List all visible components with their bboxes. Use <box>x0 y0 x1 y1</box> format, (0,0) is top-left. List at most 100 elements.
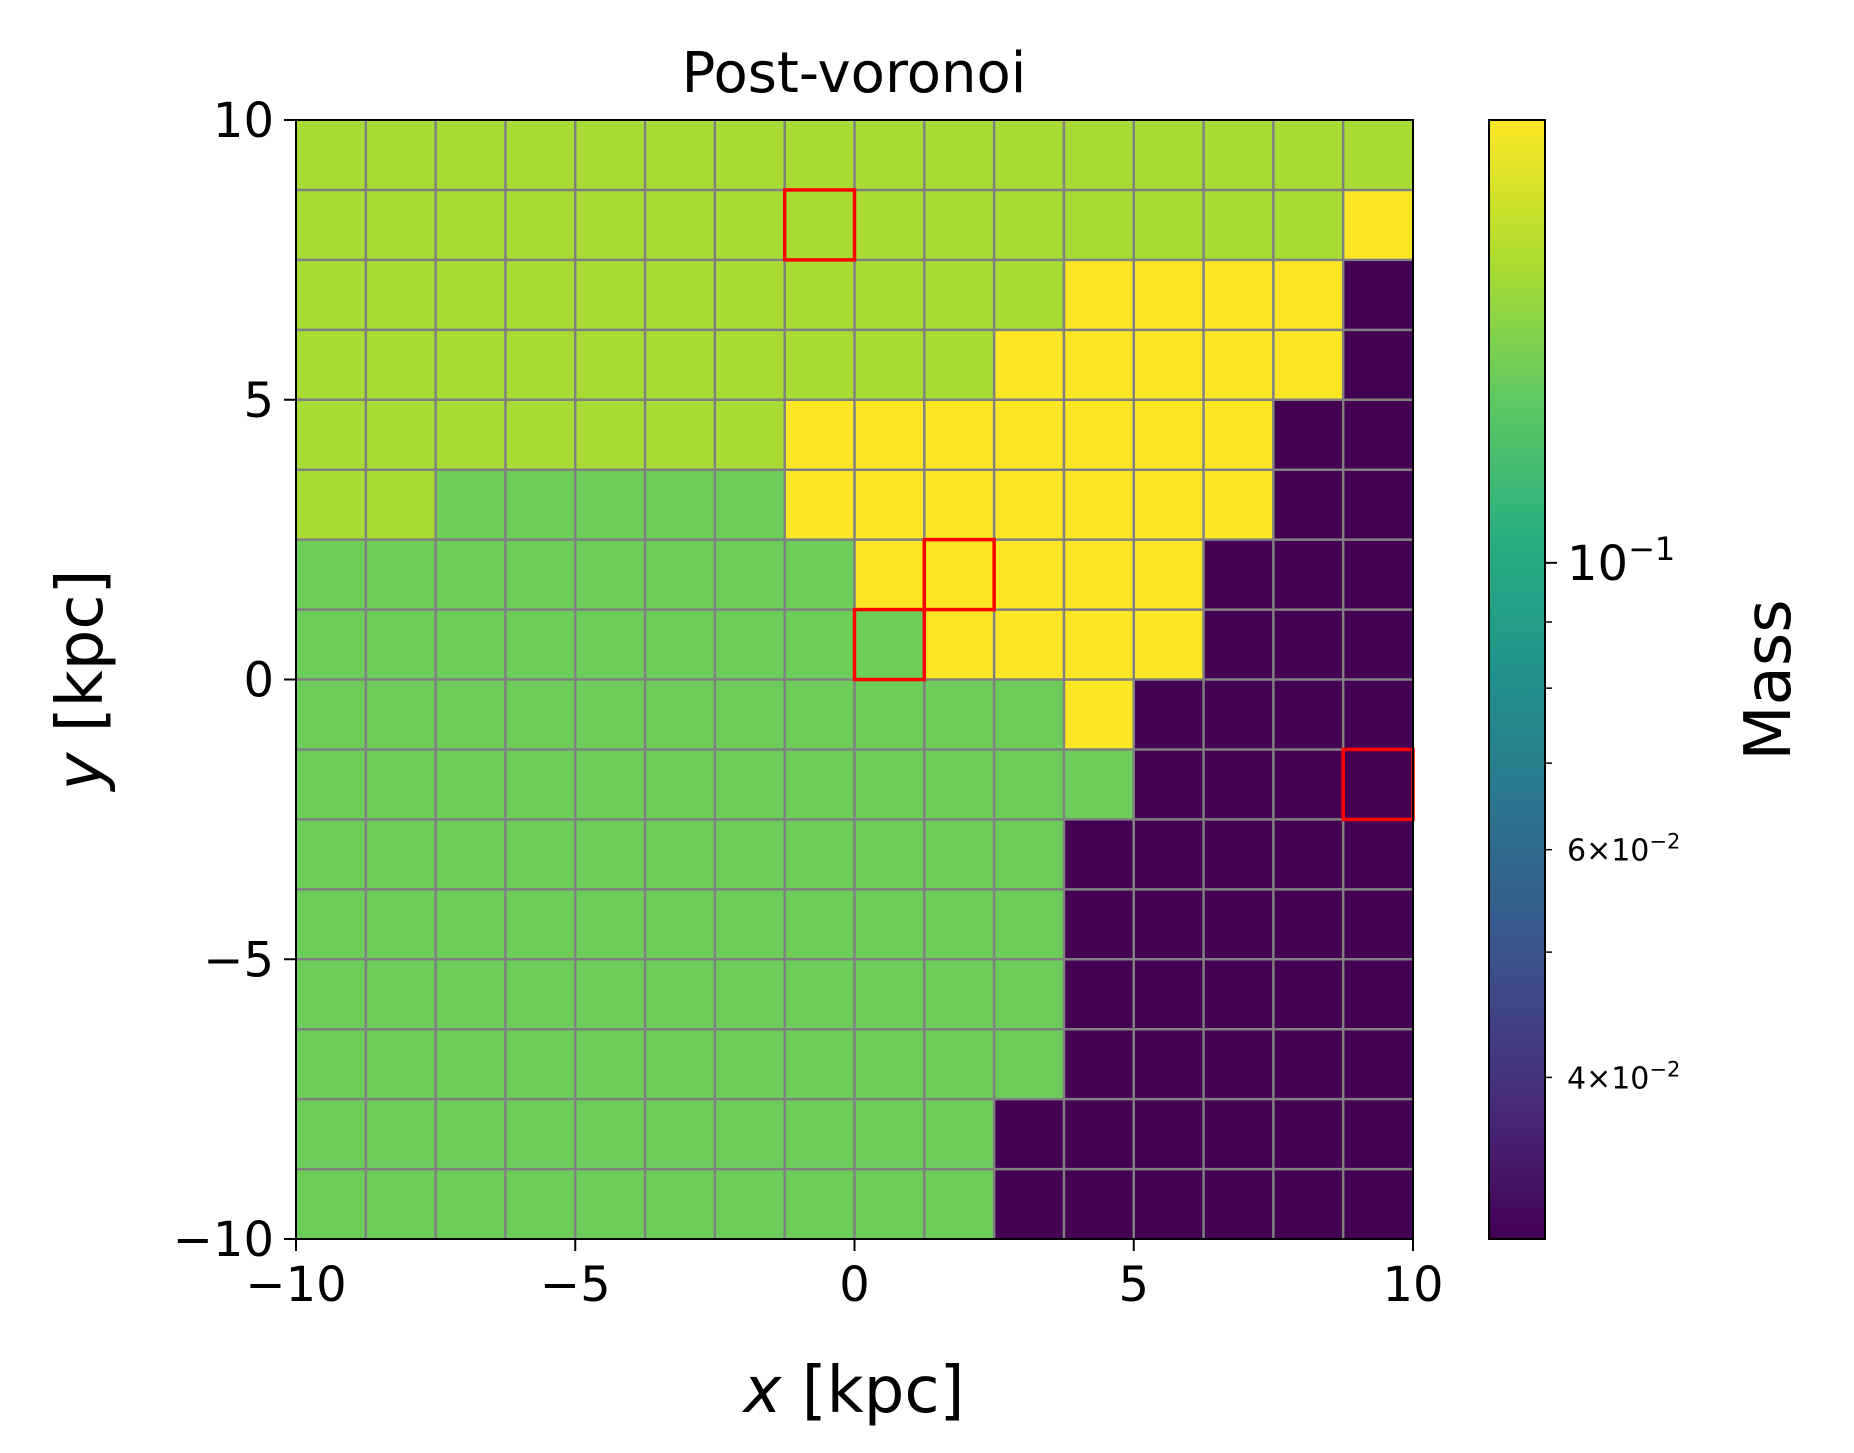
colorbar-ticks: 10−1 4×10−2 6×10−2 <box>1545 530 1680 1096</box>
heatmap-cell <box>924 189 995 261</box>
heatmap-cell <box>296 120 367 191</box>
heatmap-cell <box>1133 609 1205 680</box>
heatmap-cell <box>365 819 437 890</box>
heatmap-cell <box>994 889 1065 960</box>
heatmap-cell <box>854 1029 925 1100</box>
heatmap-cell <box>365 539 437 611</box>
heatmap-cell <box>1203 399 1274 471</box>
heatmap-cell <box>1343 609 1414 680</box>
heatmap-cell <box>296 399 367 471</box>
heatmap-cell <box>854 609 925 680</box>
heatmap-cell <box>924 749 995 820</box>
heatmap-cell <box>1273 539 1344 611</box>
heatmap-cell <box>505 189 576 261</box>
heatmap-cell <box>1203 1029 1274 1100</box>
heatmap-cell <box>1273 959 1344 1030</box>
heatmap-cell <box>994 259 1065 331</box>
y-tick-label: 5 <box>243 373 274 429</box>
heatmap-cell <box>784 679 855 750</box>
highlighted-cells <box>782 188 1415 822</box>
heatmap-cell <box>784 259 855 331</box>
heatmap-cell <box>1273 679 1344 750</box>
heatmap-cell <box>645 329 716 401</box>
heatmap-cell <box>645 1099 716 1170</box>
heatmap-cell <box>365 749 437 820</box>
heatmap-cell <box>994 329 1065 401</box>
heatmap-cell <box>1203 959 1274 1030</box>
heatmap-cell <box>296 189 367 261</box>
heatmap-cell <box>714 679 786 750</box>
heatmap-cell <box>435 609 506 680</box>
heatmap-cell <box>1343 329 1414 401</box>
heatmap-cell <box>1133 329 1205 401</box>
heatmap-cell <box>714 329 786 401</box>
heatmap-cell <box>1063 259 1135 331</box>
heatmap-cell <box>854 399 925 471</box>
heatmap-cell <box>1203 679 1274 750</box>
heatmap-cell <box>365 679 437 750</box>
heatmap-cell <box>1063 679 1135 750</box>
heatmap-cell <box>854 259 925 331</box>
heatmap-cell <box>296 1169 367 1240</box>
heatmap-cell <box>854 329 925 401</box>
y-tick-label: 10 <box>213 93 274 149</box>
heatmap-cell <box>784 1099 855 1170</box>
heatmap-cell <box>435 889 506 960</box>
heatmap-cell <box>575 259 646 331</box>
heatmap-cell <box>784 889 855 960</box>
heatmap-cell <box>784 469 855 541</box>
heatmap-cell <box>994 120 1065 191</box>
heatmap-cell <box>1203 120 1274 191</box>
heatmap-cell <box>1133 259 1205 331</box>
heatmap-cell <box>1063 889 1135 960</box>
heatmap-cell <box>505 889 576 960</box>
heatmap-cell <box>924 889 995 960</box>
heatmap-cell <box>365 120 437 191</box>
heatmap-cell <box>1063 1029 1135 1100</box>
heatmap-cell <box>296 959 367 1030</box>
heatmap-cell <box>1343 469 1414 541</box>
heatmap-cell <box>1343 1029 1414 1100</box>
heatmap-cell <box>1343 889 1414 960</box>
heatmap-cell <box>365 959 437 1030</box>
heatmap-cell <box>645 889 716 960</box>
heatmap-cell <box>505 959 576 1030</box>
heatmap-cell <box>1203 889 1274 960</box>
heatmap-cell <box>854 120 925 191</box>
x-tick-label: 0 <box>839 1257 870 1313</box>
heatmap-cell <box>714 889 786 960</box>
heatmap-cell <box>714 1099 786 1170</box>
heatmap-cell <box>714 1169 786 1240</box>
x-tick-label: −10 <box>245 1257 346 1313</box>
heatmap-cell <box>994 749 1065 820</box>
y-tick-label: −10 <box>173 1212 274 1268</box>
heatmap-cell <box>1343 1099 1414 1170</box>
heatmap-cell <box>1343 120 1414 191</box>
heatmap-cell <box>714 539 786 611</box>
heatmap-cell <box>296 329 367 401</box>
heatmap-cell <box>505 1169 576 1240</box>
heatmap-cell <box>994 609 1065 680</box>
heatmap-cell <box>784 959 855 1030</box>
heatmap-cell <box>1273 1029 1344 1100</box>
heatmap-cell <box>714 609 786 680</box>
heatmap-cell <box>854 1099 925 1170</box>
heatmap-cell <box>296 679 367 750</box>
colorbar-minor-tick-label: 6×10−2 <box>1567 830 1680 869</box>
heatmap-cell <box>1133 189 1205 261</box>
heatmap-cell <box>854 1169 925 1240</box>
heatmap-cell <box>645 1029 716 1100</box>
heatmap-cell <box>505 679 576 750</box>
heatmap-cell <box>645 1169 716 1240</box>
heatmap-cell <box>365 1029 437 1100</box>
heatmap-cell <box>924 819 995 890</box>
heatmap-cell <box>296 609 367 680</box>
heatmap-cell <box>1063 609 1135 680</box>
heatmap-cell <box>505 399 576 471</box>
heatmap-cell <box>784 189 855 261</box>
chart-title: Post-voronoi <box>682 41 1027 106</box>
heatmap-cell <box>1343 259 1414 331</box>
heatmap-cell <box>1273 469 1344 541</box>
heatmap-cell <box>1063 399 1135 471</box>
heatmap-cell <box>435 120 506 191</box>
